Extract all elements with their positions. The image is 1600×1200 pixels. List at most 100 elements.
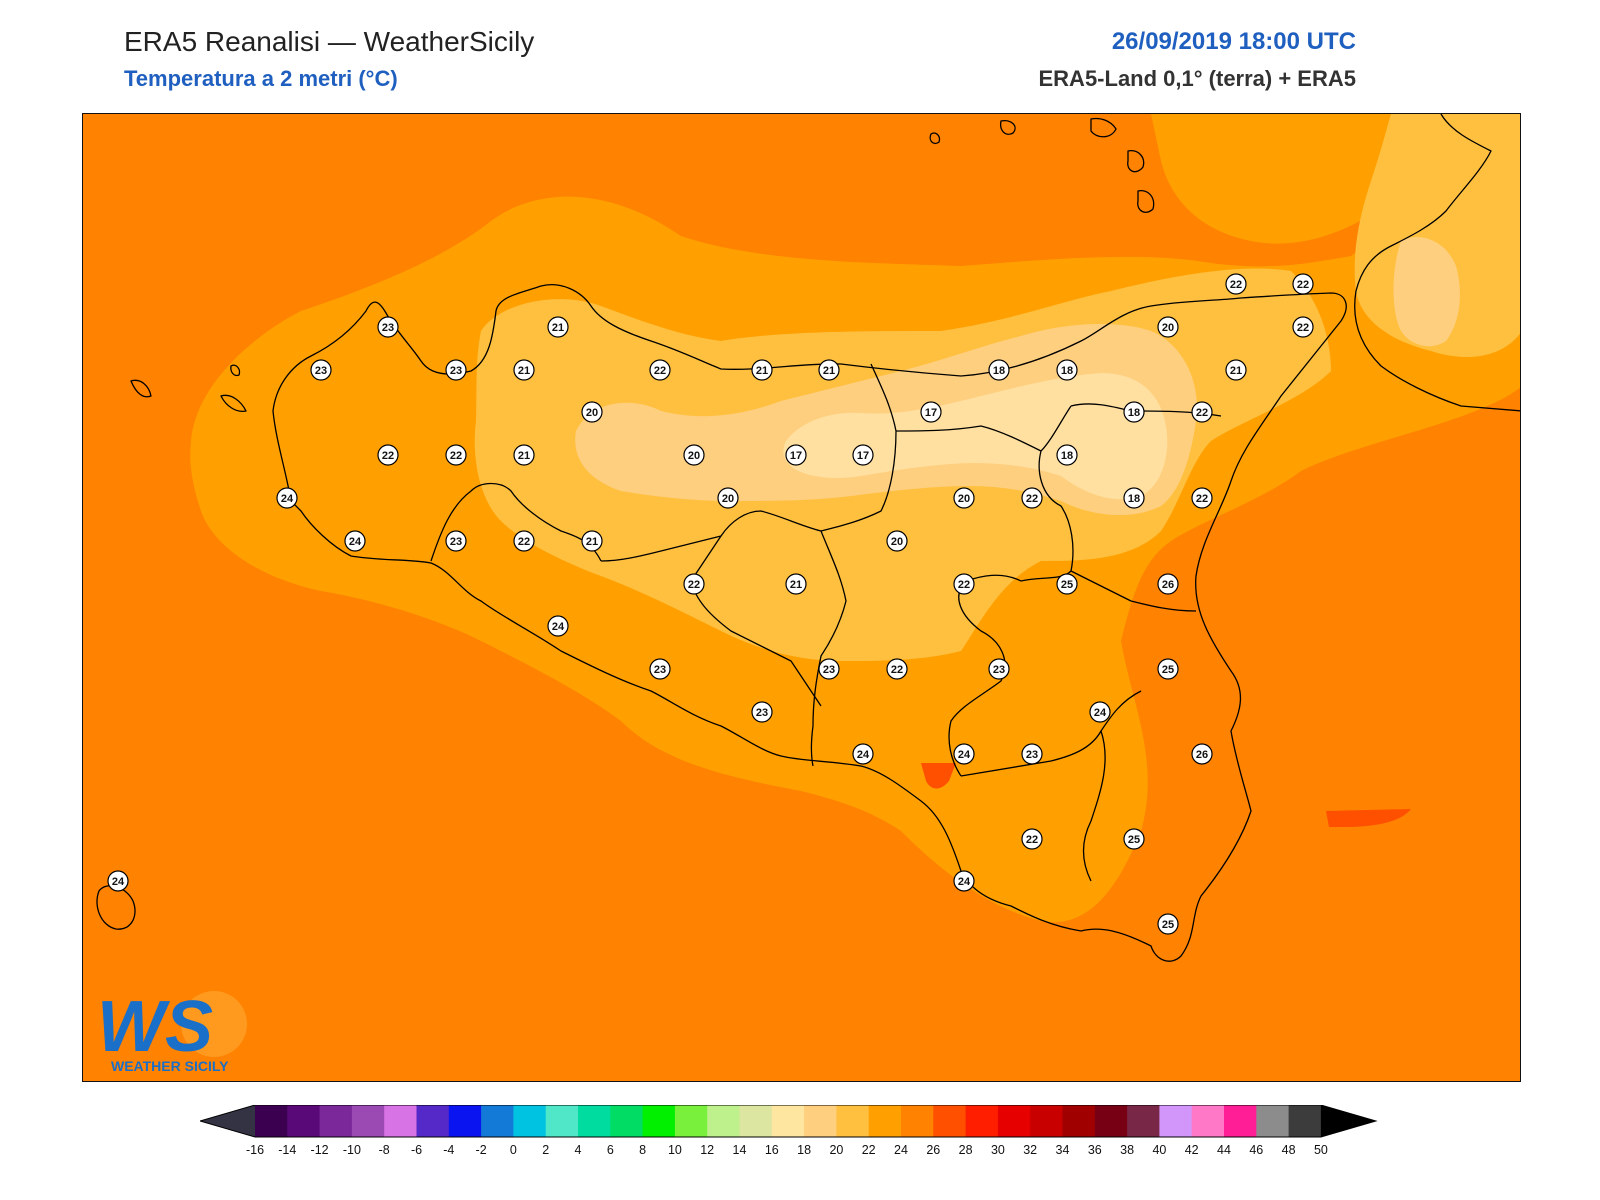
station-marker: 22 [1292,273,1314,295]
station-marker: 20 [581,401,603,423]
station-value: 22 [1297,279,1309,291]
colorbar-tick-label: 18 [797,1143,811,1157]
colorbar-tick-label: 20 [829,1143,843,1157]
colorbar-cell [384,1105,417,1137]
colorbar-tick-label: -2 [476,1143,487,1157]
station-value: 22 [518,536,530,548]
station-dot [377,316,399,338]
station-dot [310,359,332,381]
station-value: 21 [552,322,564,334]
station-value: 24 [958,876,971,888]
station-dot [1089,701,1111,723]
station-marker: 23 [649,658,671,680]
map-datetime: 26/09/2019 18:00 UTC [1111,28,1356,55]
station-dot [513,530,535,552]
station-dot [1225,359,1247,381]
station-dot [649,658,671,680]
station-marker: 20 [1157,316,1179,338]
station-value: 22 [891,664,903,676]
station-marker: 24 [852,743,874,765]
station-marker: 24 [547,615,569,637]
station-dot [1157,316,1179,338]
station-dot [953,487,975,509]
colorbar-tick-label: 10 [668,1143,682,1157]
station-value: 18 [993,365,1005,377]
colorbar-tick-label: 32 [1023,1143,1037,1157]
station-dot [377,444,399,466]
station-marker: 21 [751,359,773,381]
colorbar-cell [1191,1105,1225,1137]
colorbar-cell [997,1105,1031,1137]
station-marker: 24 [1089,701,1111,723]
station-marker: 17 [785,444,807,466]
colorbar-cell [1127,1105,1160,1137]
station-dot [276,487,298,509]
station-marker: 18 [1056,444,1078,466]
station-value: 24 [112,876,125,888]
station-dot [852,444,874,466]
station-value: 22 [1196,407,1208,419]
colorbar-cell [255,1105,288,1137]
station-dot [1157,913,1179,935]
station-marker: 21 [581,530,603,552]
colorbar-cell [448,1105,482,1137]
station-marker: 22 [1225,273,1247,295]
colorbar-cell [1159,1105,1193,1137]
station-marker: 26 [1157,573,1179,595]
station-marker: 23 [1021,743,1043,765]
calabria-coast [1354,114,1520,412]
station-marker: 21 [785,573,807,595]
station-value: 21 [1230,365,1242,377]
station-dot [1225,273,1247,295]
station-value: 23 [450,536,462,548]
station-value: 18 [1128,493,1140,505]
colorbar-tick-label: 46 [1249,1143,1263,1157]
temperature-map: 23 21 20 22 22 23 23 21 22 21 21 18 18 21 22 20 17 18 22 22… [82,113,1521,1082]
station-dot [751,701,773,723]
station-dot [1021,828,1043,850]
station-dot [1157,573,1179,595]
colorbar-tick-label: 4 [575,1143,582,1157]
station-dot [1157,658,1179,680]
colorbar-tick-label: 2 [542,1143,549,1157]
station-value: 25 [1128,834,1140,846]
station-dot [513,444,535,466]
station-dot [1292,316,1314,338]
station-dot [988,658,1010,680]
colorbar-cell [319,1105,353,1137]
colorbar-cell [771,1105,805,1137]
station-value: 20 [722,493,734,505]
station-dot [547,615,569,637]
station-dot [1123,401,1145,423]
station-marker: 25 [1123,828,1145,850]
station-value: 20 [891,536,903,548]
station-marker: 20 [683,444,705,466]
station-dot [683,573,705,595]
station-dot [852,743,874,765]
station-value: 22 [382,450,394,462]
colorbar-tick-label: 16 [765,1143,779,1157]
station-dot [953,870,975,892]
station-dot [683,444,705,466]
coastlines [96,114,1520,962]
colorbar-tick-label: 40 [1152,1143,1166,1157]
station-marker: 22 [1292,316,1314,338]
colorbar-cell [351,1105,385,1137]
colorbar-cell [481,1105,514,1137]
colorbar-tick-label: -16 [246,1143,264,1157]
station-marker: 23 [751,701,773,723]
station-marker: 21 [818,359,840,381]
colorbar-tick-label: 22 [862,1143,876,1157]
station-marker: 18 [1056,359,1078,381]
station-dot [717,487,739,509]
station-marker: 23 [310,359,332,381]
station-marker: 22 [445,444,467,466]
station-dot [547,316,569,338]
station-value: 20 [688,450,700,462]
colorbar-tick-label: 28 [959,1143,973,1157]
station-marker: 23 [445,359,467,381]
station-marker: 23 [377,316,399,338]
colorbar-under-arrow [200,1105,255,1137]
station-dot [818,658,840,680]
station-value: 17 [925,407,937,419]
